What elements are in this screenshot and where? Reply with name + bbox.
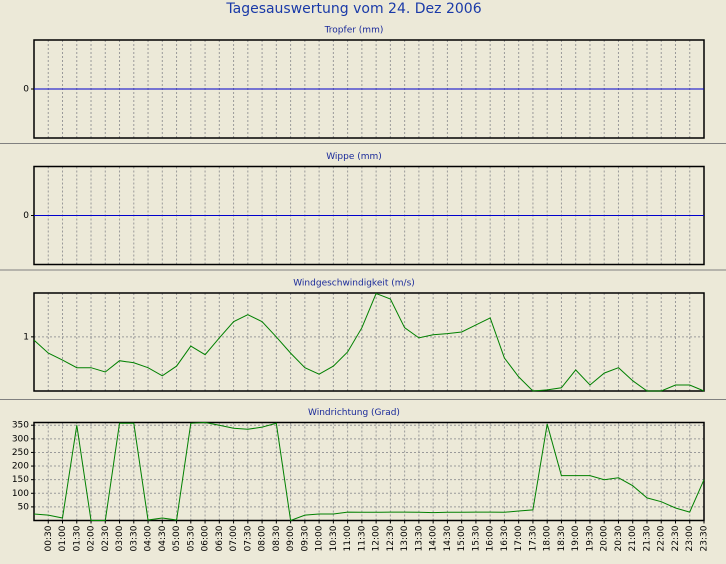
x-tick-label: 23:30 [700,525,710,551]
x-tick-label: 21:30 [642,525,652,551]
x-tick-label: 15:30 [471,525,481,551]
x-tick-label: 15:00 [457,525,467,551]
x-tick-label: 05:00 [172,525,182,551]
y-tick-label: 100 [12,489,29,499]
y-tick-label: 350 [12,421,29,431]
x-tick-label: 08:00 [258,525,268,551]
x-tick-label: 01:00 [58,525,68,551]
y-tick-label: 300 [12,434,29,444]
x-tick-label: 12:30 [386,525,396,551]
y-tick-label: 200 [12,462,29,472]
x-tick-label: 04:30 [158,525,168,551]
y-tick-label: 50 [18,502,30,512]
x-tick-label: 22:00 [657,525,667,551]
panel-title: Tropfer (mm) [324,26,384,36]
x-tick-label: 18:30 [557,525,567,551]
x-tick-label: 10:00 [315,525,325,551]
x-tick-label: 01:30 [72,525,82,551]
y-tick-label: 0 [23,211,29,221]
x-tick-label: 03:30 [129,525,139,551]
x-tick-label: 17:00 [514,525,524,551]
y-tick-label: 150 [12,475,29,485]
x-tick-label: 13:00 [400,525,410,551]
x-tick-label: 13:30 [414,525,424,551]
x-tick-label: 11:00 [343,525,353,551]
x-tick-label: 11:30 [357,525,367,551]
x-tick-label: 06:00 [201,525,211,551]
x-tick-label: 14:30 [443,525,453,551]
x-tick-label: 17:30 [528,525,538,551]
x-tick-label: 02:00 [87,525,97,551]
data-line [33,421,705,522]
x-tick-label: 16:30 [500,525,510,551]
plot-frame [33,292,705,392]
x-tick-label: 09:30 [300,525,310,551]
x-tick-label: 21:00 [628,525,638,551]
x-tick-label: 19:30 [585,525,595,551]
x-tick-label: 19:00 [571,525,581,551]
x-tick-label: 07:00 [229,525,239,551]
x-tick-label: 10:30 [329,525,339,551]
x-tick-label: 20:00 [600,525,610,551]
x-tick-label: 22:30 [671,525,681,551]
x-tick-label: 18:00 [543,525,553,551]
x-tick-label: 16:00 [486,525,496,551]
x-tick-label: 14:00 [429,525,439,551]
panel-title: Wippe (mm) [326,152,382,162]
panel-title: Windgeschwindigkeit (m/s) [293,279,415,289]
plot-frame [33,421,705,522]
y-tick-label: 1 [23,332,29,342]
y-tick-label: 0 [23,85,29,95]
main-title: Tagesauswertung vom 24. Dez 2006 [225,1,481,17]
x-tick-label: 23:00 [685,525,695,551]
x-tick-label: 06:30 [215,525,225,551]
x-tick-label: 00:30 [44,525,54,551]
y-tick-label: 250 [12,448,29,458]
x-tick-label: 12:00 [372,525,382,551]
x-tick-label: 05:30 [186,525,196,551]
data-line [33,292,705,392]
x-tick-label: 04:00 [144,525,154,551]
x-tick-label: 02:30 [101,525,111,551]
x-tick-label: 07:30 [243,525,253,551]
x-tick-label: 03:00 [115,525,125,551]
panel-title: Windrichtung (Grad) [308,408,400,418]
x-tick-label: 20:30 [614,525,624,551]
x-tick-label: 09:00 [286,525,296,551]
x-tick-label: 08:30 [272,525,282,551]
